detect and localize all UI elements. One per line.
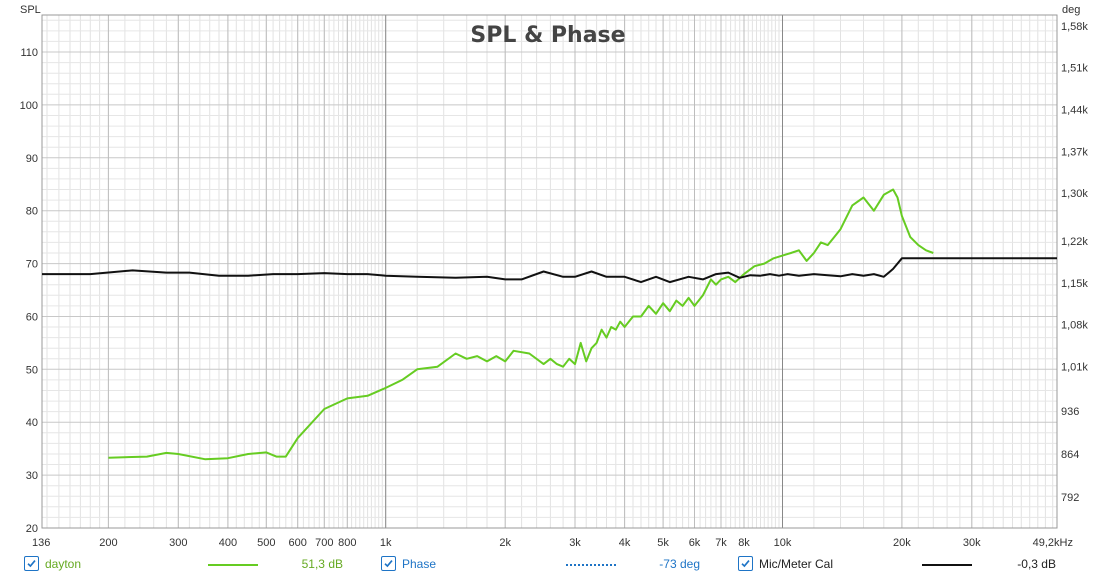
x-tick-label: 7k <box>715 537 727 549</box>
y-tick-label: 20 <box>26 523 38 535</box>
check-icon <box>384 560 393 568</box>
legend-label-phase: Phase <box>402 556 437 571</box>
y2-tick-label: 1,08k <box>1061 320 1088 332</box>
series-lines <box>42 188 1057 461</box>
y2-tick-label: 1,44k <box>1061 105 1088 117</box>
y2-tick-label: 1,51k <box>1061 63 1088 75</box>
legend-item-mic-cal[interactable]: Mic/Meter Cal <box>738 556 833 571</box>
y-tick-label: 60 <box>26 312 38 324</box>
legend-label-dayton: dayton <box>45 556 82 571</box>
y-tick-label: 90 <box>26 153 38 165</box>
check-icon <box>27 560 36 568</box>
y2-tick-label: 1,15k <box>1061 278 1088 290</box>
y2-tick-label: 1,37k <box>1061 146 1088 158</box>
legend-label-mic-cal: Mic/Meter Cal <box>759 556 834 571</box>
legend-swatch-phase <box>566 564 616 566</box>
checkbox-mic-cal[interactable] <box>738 556 753 571</box>
grid <box>41 15 1058 529</box>
legend-value-phase: -73 deg <box>659 557 700 571</box>
y-tick-label: 110 <box>20 47 38 59</box>
series-line-dayton <box>108 188 934 461</box>
plot-frame <box>41 14 1058 529</box>
legend-swatch-dayton <box>208 564 258 566</box>
x-tick-label: 30k <box>963 537 981 549</box>
x-tick-label: 2k <box>499 537 511 549</box>
x-tick-label: 3k <box>569 537 581 549</box>
y-axis-ticks: 20 30 40 50 60 70 80 90 100 110 <box>20 47 38 535</box>
x-tick-label: 5k <box>657 537 669 549</box>
x-tick-label: 700 <box>315 537 333 549</box>
x-tick-label: 1k <box>380 537 392 549</box>
y-tick-label: 80 <box>26 206 38 218</box>
x-tick-label: 6k <box>689 537 701 549</box>
x-tick-label: 300 <box>169 537 187 549</box>
series-line-mic-meter-cal <box>42 257 1057 284</box>
x-tick-label: 400 <box>219 537 237 549</box>
y-tick-label: 100 <box>20 100 38 112</box>
legend-value-dayton: 51,3 dB <box>301 557 343 571</box>
y-tick-label: 40 <box>26 417 38 429</box>
y-tick-label: 70 <box>26 259 38 271</box>
y2-tick-label: 792 <box>1061 492 1079 504</box>
x-tick-label: 20k <box>893 537 911 549</box>
y2-tick-label: 936 <box>1061 406 1079 418</box>
y-tick-label: 30 <box>26 470 38 482</box>
x-tick-label: 8k <box>738 537 750 549</box>
x-tick-label: 4k <box>619 537 631 549</box>
y-axis-label: SPL <box>20 4 41 16</box>
legend-value-mic-cal: -0,3 dB <box>1017 557 1056 571</box>
checkbox-phase[interactable] <box>381 556 396 571</box>
x-tick-label: 49,2kHz <box>1033 537 1073 549</box>
checkbox-dayton[interactable] <box>24 556 39 571</box>
y2-tick-label: 1,22k <box>1061 236 1088 248</box>
x-axis-ticks: 136 200 300 400 500 600 700 800 1k 2k 3k 4k 5k 6k 7k 8k… <box>32 537 1073 549</box>
y-tick-label: 50 <box>26 364 38 376</box>
plot-border <box>41 14 1058 529</box>
y2-tick-label: 1,01k <box>1061 362 1088 374</box>
legend-item-phase[interactable]: Phase <box>381 556 436 571</box>
check-icon <box>741 560 750 568</box>
y2-axis-ticks: 792 864 936 1,01k 1,08k 1,15k 1,22k 1,30k 1,37k 1… <box>1061 21 1088 504</box>
y2-tick-label: 1,58k <box>1061 21 1088 33</box>
x-tick-label: 600 <box>289 537 307 549</box>
chart-title: SPL & Phase <box>470 23 625 48</box>
x-tick-label: 10k <box>774 537 792 549</box>
y2-tick-label: 1,30k <box>1061 188 1088 200</box>
x-tick-label: 800 <box>338 537 356 549</box>
y2-axis-label: deg <box>1062 4 1080 16</box>
legend-swatch-mic-cal <box>922 564 972 566</box>
x-tick-label: 136 <box>32 537 50 549</box>
x-tick-label: 200 <box>99 537 117 549</box>
legend: dayton 51,3 dB Phase -73 deg Mic/Meter C… <box>0 553 1109 577</box>
legend-item-dayton[interactable]: dayton <box>24 556 81 571</box>
y2-tick-label: 864 <box>1061 449 1079 461</box>
x-tick-label: 500 <box>257 537 275 549</box>
